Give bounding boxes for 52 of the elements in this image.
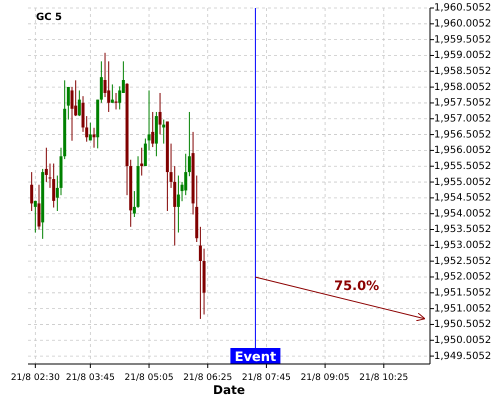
y-tick-label: 1,960.0052 (434, 18, 492, 30)
y-tick-label: 1,960.5052 (434, 2, 492, 14)
x-tick-label: 21/8 10:25 (359, 373, 408, 383)
candlestick (66, 86, 70, 120)
candlestick (38, 184, 41, 230)
y-tick-label: 1,951.0052 (434, 303, 492, 314)
candlestick (198, 226, 202, 320)
candlestick (188, 111, 191, 177)
y-tick-label: 1,958.5052 (434, 66, 492, 78)
candlestick (176, 175, 180, 234)
ref-line-label: Event (234, 350, 276, 365)
candlestick (88, 122, 92, 141)
candlestick (34, 200, 37, 234)
candlestick (110, 84, 114, 104)
x-tick-label: 21/8 09:05 (300, 373, 350, 383)
x-tick-label: 21/8 06:25 (183, 373, 232, 383)
y-tick-label: 1,952.0052 (434, 272, 492, 283)
y-tick-label: 1,954.5052 (434, 192, 492, 204)
y-tick-label: 1,952.5052 (434, 256, 492, 267)
y-tick-label: 1,950.0052 (434, 335, 492, 346)
y-tick-label: 1,956.0052 (434, 145, 492, 156)
x-axis-title: Date (213, 383, 245, 397)
y-tick-label: 1,954.0052 (434, 208, 492, 220)
candlestick (92, 127, 96, 148)
candlestick (78, 90, 81, 117)
y-tick-label: 1,957.5052 (434, 98, 492, 109)
candlestick (140, 147, 144, 176)
candlestick (52, 163, 56, 208)
y-tick-label: 1,953.5052 (434, 224, 492, 236)
annotation: 75.0% (334, 279, 380, 294)
x-tick-label: 21/8 07:45 (242, 373, 291, 383)
candlestick (151, 111, 154, 148)
y-tick-label: 1,950.5052 (434, 319, 492, 330)
candlestick (114, 92, 118, 110)
y-tick-label: 1,959.5052 (434, 34, 492, 46)
x-tick-label: 21/8 02:30 (10, 373, 60, 383)
y-tick-label: 1,955.5052 (434, 160, 492, 172)
candlestick (30, 172, 34, 212)
y-tick-label: 1,959.0052 (434, 50, 492, 62)
candlestick (158, 92, 162, 135)
x-tick-label: 21/8 03:45 (66, 373, 115, 383)
y-tick-label: 1,951.5052 (434, 288, 492, 299)
y-tick-label: 1,949.5052 (434, 350, 492, 362)
candlestick (162, 119, 166, 144)
y-tick-label: 1,956.5052 (434, 129, 492, 140)
candlestick (100, 60, 103, 104)
y-tick-label: 1,957.0052 (434, 113, 492, 124)
x-tick-label: 21/8 05:05 (124, 373, 174, 383)
chart-title: GC 5 (36, 12, 62, 23)
y-tick-label: 1,958.0052 (434, 82, 492, 93)
y-tick-label: 1,955.0052 (434, 176, 492, 188)
y-tick-label: 1,953.0052 (434, 240, 492, 252)
